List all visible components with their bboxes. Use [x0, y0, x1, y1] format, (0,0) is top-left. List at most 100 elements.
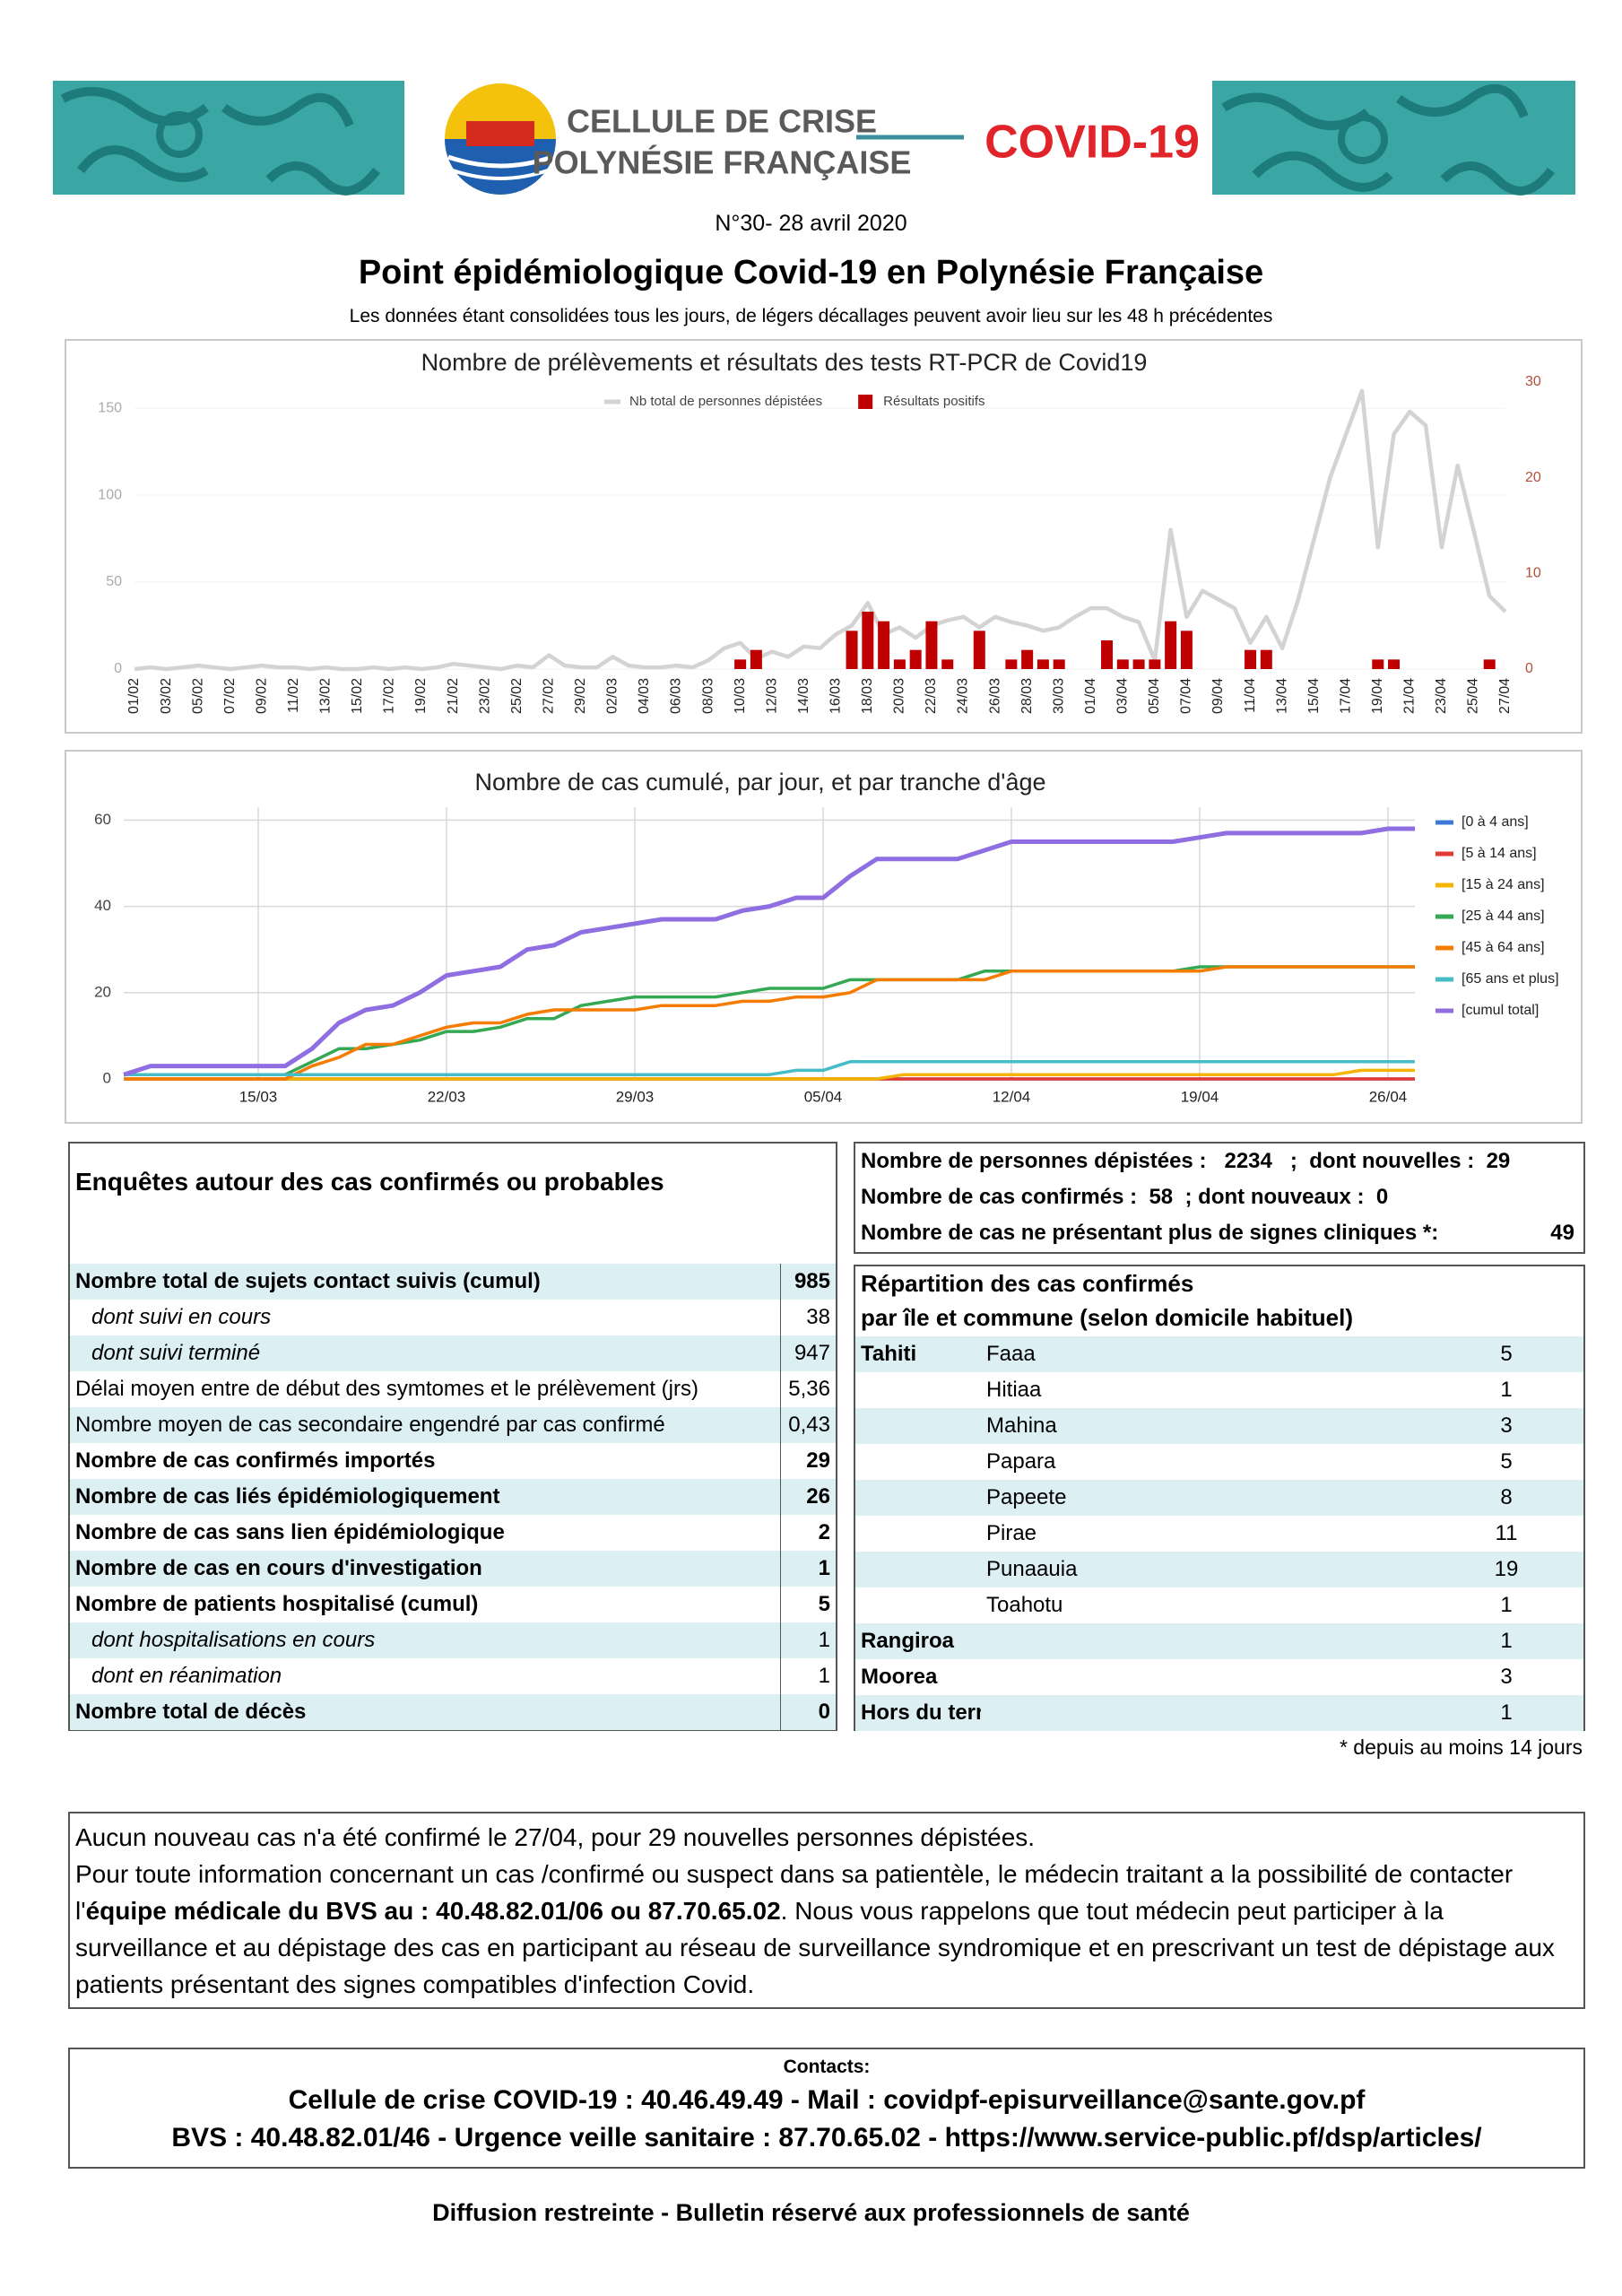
count: 5	[1500, 1449, 1513, 1474]
value: 0	[1375, 1185, 1389, 1209]
bar	[862, 612, 874, 669]
x-tick-label: 05/04	[1147, 678, 1162, 714]
row-value: 0,43	[779, 1407, 836, 1443]
x-tick-label: 19/04	[1181, 1088, 1219, 1105]
x-tick-label: 14/03	[796, 678, 811, 714]
value: 49	[1550, 1221, 1574, 1245]
count: 1	[1429, 1623, 1583, 1659]
table-row: Nombre de cas en cours d'investigation 1	[70, 1551, 836, 1587]
bar	[1021, 649, 1034, 669]
x-tick-label: 18/03	[860, 678, 875, 714]
contact-line: Cellule de crise COVID-19 : 40.46.49.49 …	[288, 2085, 1366, 2115]
legend-label: [45 à 64 ans]	[1462, 940, 1545, 955]
bar	[909, 649, 922, 669]
table-header: Enquêtes autour des cas confirmés ou pro…	[70, 1144, 836, 1264]
bar	[846, 631, 858, 669]
y-tick-label: 100	[98, 487, 122, 502]
x-tick-label: 25/04	[1466, 678, 1481, 714]
x-tick-label: 26/03	[987, 678, 1002, 714]
y-tick-label: 40	[94, 897, 111, 914]
table-title: Répartition des cas confirmés	[861, 1270, 1194, 1297]
x-tick-label: 22/03	[428, 1088, 466, 1105]
logo	[445, 83, 556, 195]
legend-label: [25 à 44 ans]	[1462, 909, 1545, 924]
row-label: Nombre moyen de cas secondaire engendré …	[70, 1407, 780, 1443]
commune: Hitiaa	[986, 1378, 1042, 1402]
row-value: 1	[779, 1551, 836, 1587]
x-tick-label: 01/02	[126, 678, 142, 714]
row-value: 1	[779, 1622, 836, 1658]
footer: Diffusion restreinte - Bulletin réservé …	[432, 2199, 1190, 2226]
contacts-box: Contacts: Cellule de crise COVID-19 : 40…	[68, 2048, 1585, 2169]
message-paragraph: Pour toute information concernant un cas…	[75, 1856, 1578, 2003]
bar	[941, 659, 954, 669]
x-tick-label: 04/03	[637, 678, 652, 714]
island	[855, 1408, 981, 1444]
x-tick-label: 23/02	[477, 678, 492, 714]
value: 58	[1149, 1185, 1174, 1209]
issue: N°30- 28 avril 2020	[715, 211, 907, 236]
table-row: Papeete 8	[855, 1480, 1583, 1516]
bar	[973, 631, 985, 669]
table-body: Tahiti Faaa 5 Hitiaa 1 Mahina 3 Papara 5 Papeete 8…	[855, 1336, 1583, 1731]
x-tick-label: 15/03	[239, 1088, 278, 1105]
x-tick-label: 09/02	[254, 678, 269, 714]
bar	[878, 621, 890, 669]
y-tick-label: 0	[103, 1069, 111, 1086]
row-label: Nombre total de sujets contact suivis (c…	[70, 1264, 780, 1300]
count: 11	[1495, 1521, 1518, 1545]
y2-tick-label: 10	[1525, 566, 1541, 581]
x-tick-label: 29/02	[573, 678, 588, 714]
line-series	[134, 388, 1507, 672]
row-label: Nombre de cas confirmés importés	[75, 1448, 436, 1473]
row-value: 985	[779, 1264, 836, 1300]
x-tick-label: 09/04	[1210, 678, 1226, 714]
row-label: Délai moyen entre de début des symtomes …	[75, 1377, 698, 1401]
legend-label: Nb total de personnes dépistées	[629, 394, 822, 409]
legend-label: [0 à 4 ans]	[1462, 814, 1529, 830]
y-tick-label: 50	[106, 574, 122, 589]
y-tick-label: 0	[114, 661, 122, 676]
island	[855, 1480, 981, 1516]
header-banner: CELLULE DE CRISE POLYNÉSIE FRANÇAISE COV…	[53, 81, 1575, 196]
bar	[1005, 659, 1018, 669]
island: Tahiti	[855, 1336, 981, 1372]
commune: Papara	[986, 1449, 1056, 1474]
count: 3	[1500, 1665, 1513, 1689]
chart-frame: Nombre de prélèvements et résultats des …	[65, 339, 1583, 734]
legend-label: [5 à 14 ans]	[1462, 846, 1537, 861]
row-label: Nombre de patients hospitalisé (cumul)	[75, 1592, 479, 1616]
row-value: 0	[779, 1694, 836, 1730]
table-row: Pirae 11	[855, 1516, 1583, 1552]
separator: ;	[1289, 1149, 1297, 1173]
x-tick-label: 29/03	[616, 1088, 655, 1105]
row-value: 38	[779, 1300, 836, 1335]
table-row: Papara 5	[855, 1444, 1583, 1480]
label: Nombre de cas ne présentant plus de sign…	[861, 1221, 1439, 1245]
chart-frame: Nombre de cas cumulé, par jour, et par t…	[65, 750, 1583, 1124]
table-body: Nombre total de sujets contact suivis (c…	[70, 1264, 836, 1730]
bar	[750, 649, 762, 669]
table-row: Tahiti Faaa 5	[855, 1336, 1583, 1372]
left-pattern	[53, 81, 404, 196]
table-row: Nombre moyen de cas secondaire engendré …	[70, 1407, 836, 1443]
x-tick-label: 02/03	[605, 678, 620, 714]
commune: Toahotu	[986, 1593, 1063, 1617]
message-box: Aucun nouveau cas n'a été confirmé le 27…	[68, 1812, 1585, 2009]
distribution-table: Répartition des cas confirmés par île et…	[854, 1265, 1585, 1731]
island: Rangiroa	[855, 1623, 981, 1659]
row-label: Nombre de cas en cours d'investigation	[70, 1551, 780, 1587]
label: dont nouveaux :	[1198, 1185, 1365, 1209]
x-tick-label: 27/02	[541, 678, 556, 714]
x-tick-label: 12/03	[764, 678, 779, 714]
bar	[1372, 659, 1384, 669]
chart: Nombre de prélèvements et résultats des …	[98, 349, 1541, 714]
legend-label: Résultats positifs	[883, 394, 984, 409]
island	[855, 1587, 981, 1623]
value: 2234	[1224, 1149, 1272, 1173]
row-label: Nombre de cas liés épidémiologiquement	[70, 1479, 780, 1515]
row-label: dont suivi en cours	[91, 1305, 272, 1329]
table: Tahiti Faaa 5 Hitiaa 1 Mahina 3 Papara 5 Papeete 8…	[855, 1336, 1583, 1731]
row-label: dont hospitalisations en cours	[70, 1622, 780, 1658]
table-row: dont suivi en cours 38	[70, 1300, 836, 1335]
